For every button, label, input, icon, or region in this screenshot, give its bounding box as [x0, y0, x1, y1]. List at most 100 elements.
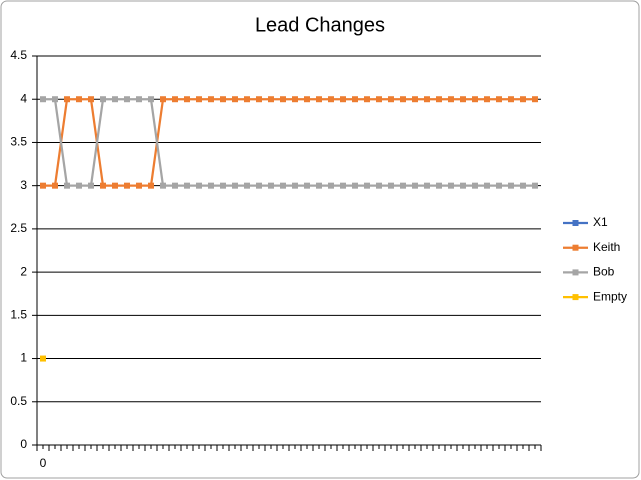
marker	[472, 182, 478, 189]
marker	[316, 96, 322, 103]
marker	[340, 96, 346, 103]
marker	[100, 182, 106, 189]
marker	[484, 182, 490, 189]
marker	[232, 182, 238, 189]
marker	[220, 182, 226, 189]
marker	[412, 182, 418, 189]
marker	[352, 96, 358, 103]
marker	[160, 182, 166, 189]
marker	[64, 96, 70, 103]
marker	[280, 96, 286, 103]
marker	[316, 182, 322, 189]
marker	[40, 182, 46, 189]
marker	[256, 182, 262, 189]
marker	[244, 96, 250, 103]
marker	[268, 182, 274, 189]
legend-marker	[572, 294, 579, 301]
legend-marker	[572, 269, 579, 276]
marker	[280, 182, 286, 189]
marker	[364, 182, 370, 189]
marker	[292, 96, 298, 103]
marker	[244, 182, 250, 189]
marker	[64, 182, 70, 189]
marker	[532, 96, 538, 103]
marker	[160, 96, 166, 103]
marker	[424, 96, 430, 103]
chart-title: Lead Changes	[255, 14, 385, 36]
marker	[496, 182, 502, 189]
marker	[400, 96, 406, 103]
y-tick-label: 1	[20, 351, 27, 365]
marker	[328, 182, 334, 189]
marker	[124, 182, 130, 189]
marker	[304, 96, 310, 103]
marker	[388, 96, 394, 103]
y-tick-label: 3.5	[10, 135, 27, 149]
marker	[136, 182, 142, 189]
marker	[148, 182, 154, 189]
marker	[340, 182, 346, 189]
legend-label: X1	[593, 215, 608, 229]
marker	[184, 96, 190, 103]
y-tick-label: 2	[20, 264, 27, 278]
marker	[436, 96, 442, 103]
marker	[448, 96, 454, 103]
marker	[508, 96, 514, 103]
marker	[112, 182, 118, 189]
marker	[172, 96, 178, 103]
marker	[352, 182, 358, 189]
legend-marker	[572, 220, 579, 226]
marker	[460, 182, 466, 189]
marker	[52, 182, 58, 189]
marker	[124, 96, 130, 103]
marker	[256, 96, 262, 103]
marker	[496, 96, 502, 103]
marker	[328, 96, 334, 103]
marker	[364, 96, 370, 103]
legend-marker	[572, 244, 579, 251]
x-tick-label: 0	[40, 456, 47, 470]
marker	[40, 96, 46, 103]
marker	[388, 182, 394, 189]
marker	[376, 96, 382, 103]
marker	[208, 96, 214, 103]
marker	[400, 182, 406, 189]
marker	[304, 182, 310, 189]
marker	[196, 182, 202, 189]
marker	[436, 182, 442, 189]
marker	[532, 182, 538, 189]
marker	[88, 96, 94, 103]
marker	[88, 182, 94, 189]
legend-label: Bob	[593, 265, 615, 279]
marker	[412, 96, 418, 103]
marker	[460, 96, 466, 103]
marker	[40, 355, 46, 362]
marker	[268, 96, 274, 103]
marker	[172, 182, 178, 189]
marker	[196, 96, 202, 103]
marker	[220, 96, 226, 103]
marker	[376, 182, 382, 189]
y-tick-label: 4	[20, 91, 27, 105]
y-tick-label: 0	[20, 437, 27, 451]
marker	[472, 96, 478, 103]
legend-label: Keith	[593, 240, 620, 254]
marker	[484, 96, 490, 103]
y-tick-label: 0.5	[10, 394, 27, 408]
marker	[232, 96, 238, 103]
legend-label: Empty	[593, 289, 627, 303]
marker	[100, 96, 106, 103]
y-tick-label: 1.5	[10, 308, 27, 322]
marker	[520, 96, 526, 103]
y-tick-label: 2.5	[10, 221, 27, 235]
y-tick-label: 3	[20, 178, 27, 192]
marker	[292, 182, 298, 189]
marker	[184, 182, 190, 189]
marker	[208, 182, 214, 189]
marker	[520, 182, 526, 189]
marker	[508, 182, 514, 189]
marker	[76, 182, 82, 189]
marker	[424, 182, 430, 189]
